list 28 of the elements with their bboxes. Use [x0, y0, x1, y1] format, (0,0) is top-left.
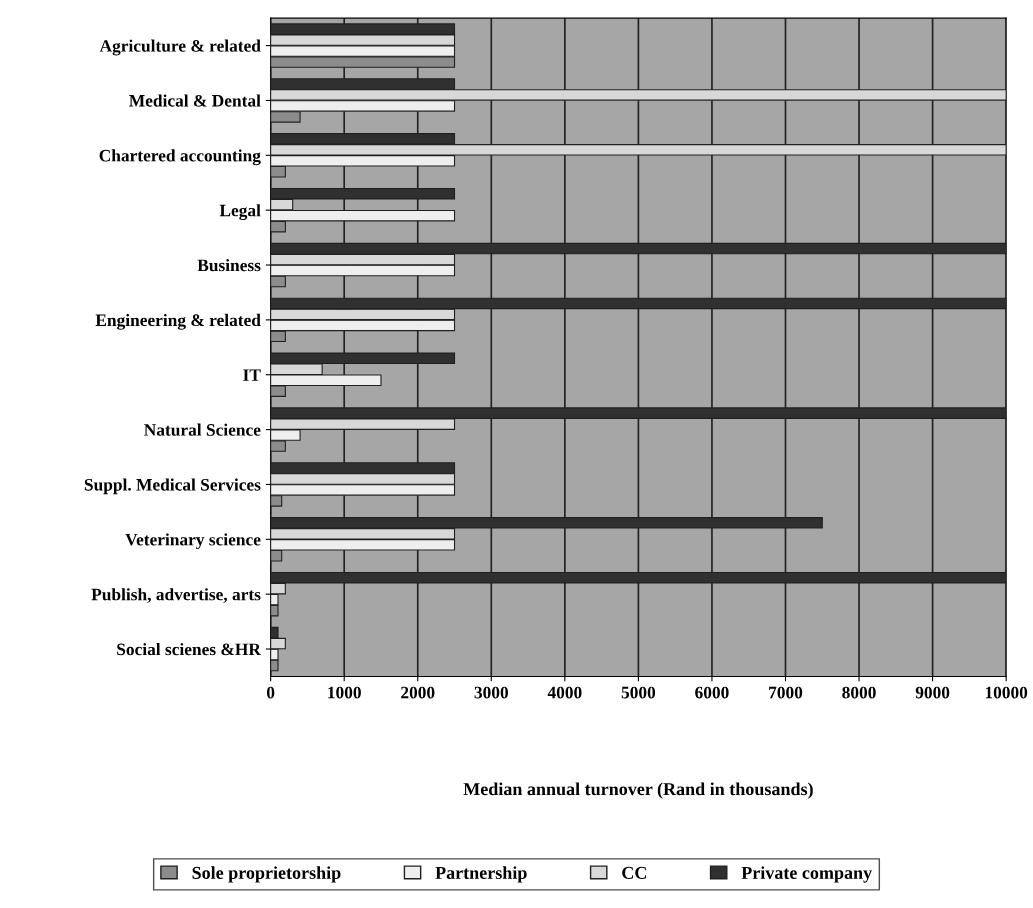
x-tick-label: 5000 — [621, 686, 656, 699]
y-tick-label: Agriculture & related — [99, 39, 261, 56]
y-tick-label: Natural Science — [144, 423, 261, 436]
y-tick-label: Chartered accounting — [99, 149, 261, 166]
legend-label: Sole proprietorship — [192, 866, 341, 883]
y-tick-label: Social scienes &HR — [117, 643, 262, 656]
y-tick-label: IT — [243, 369, 261, 381]
x-tick-label: 9000 — [915, 686, 950, 699]
x-tick-label: 1000 — [328, 686, 361, 699]
x-tick-label: 3000 — [474, 686, 508, 699]
y-tick-label: Business — [197, 259, 261, 272]
x-tick-label: 6000 — [695, 686, 729, 699]
legend-label: Partnership — [435, 866, 527, 883]
x-tick-label: 4000 — [547, 686, 582, 699]
x-tick-label: 10000 — [985, 686, 1028, 699]
x-tick-label: 2000 — [401, 686, 435, 699]
x-tick-label: 0 — [266, 686, 275, 699]
y-tick-label: Veterinary science — [125, 533, 261, 550]
legend-label: Private company — [741, 866, 872, 883]
y-tick-label: Engineering & related — [95, 313, 261, 330]
x-tick-label: 8000 — [842, 686, 876, 699]
y-tick-label: Legal — [219, 204, 261, 221]
y-tick-label: Medical & Dental — [129, 94, 261, 107]
x-axis-title: Median annual turnover (Rand in thousands) — [463, 782, 813, 799]
y-tick-label: Publish, advertise, arts — [91, 588, 261, 603]
x-tick-label: 7000 — [769, 686, 803, 699]
legend-label: CC — [622, 866, 646, 879]
y-tick-label: Suppl. Medical Services — [84, 478, 261, 495]
